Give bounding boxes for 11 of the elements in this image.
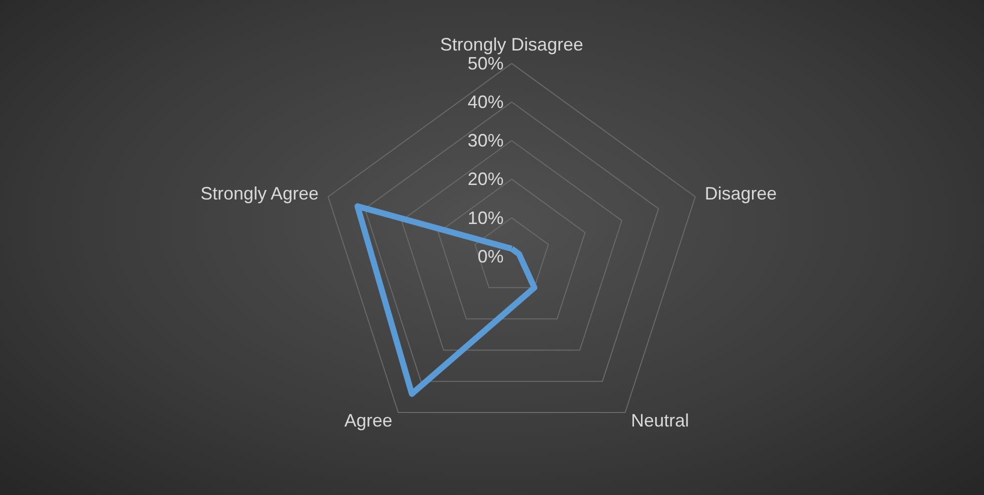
y-tick-label: 40% bbox=[468, 92, 504, 112]
spoke-label: Agree bbox=[344, 410, 392, 431]
spoke-label: Disagree bbox=[704, 184, 777, 204]
y-tick-label: 0% bbox=[478, 246, 504, 266]
y-tick-label: 20% bbox=[468, 169, 504, 190]
y-tick-label: 50% bbox=[468, 53, 504, 74]
y-tick-label: 10% bbox=[468, 208, 504, 228]
spoke-label: Strongly Disagree bbox=[440, 34, 584, 54]
y-tick-label: 30% bbox=[468, 130, 504, 151]
spoke-label: Neutral bbox=[631, 410, 690, 431]
spoke-label: Strongly Agree bbox=[200, 184, 319, 204]
